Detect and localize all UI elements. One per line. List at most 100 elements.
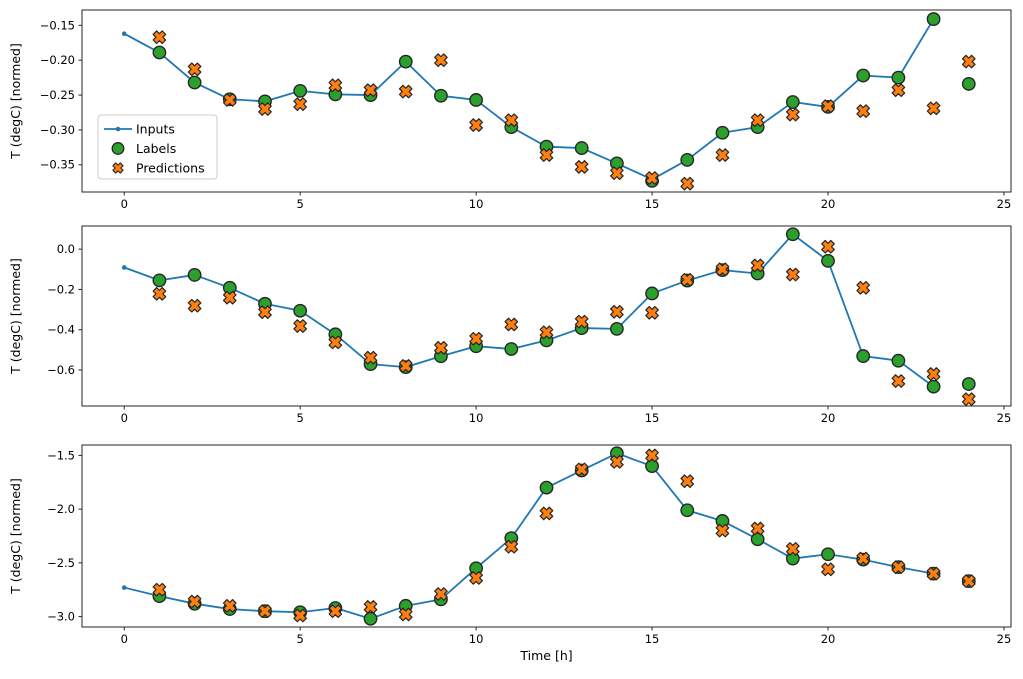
axes-spines bbox=[81, 9, 1012, 193]
prediction-marker bbox=[785, 542, 800, 556]
y-tick-label: −2.0 bbox=[47, 502, 75, 516]
legend-label: Labels bbox=[136, 141, 176, 156]
prediction-marker bbox=[152, 30, 167, 45]
y-axis: −1.5 −2.0 −2.5 −3.0 bbox=[47, 448, 82, 623]
prediction-marker bbox=[961, 574, 976, 588]
prediction-marker bbox=[469, 571, 483, 585]
prediction-marker bbox=[363, 83, 378, 98]
prediction-marker bbox=[293, 319, 308, 333]
y-tick-label: −0.15 bbox=[40, 18, 75, 32]
label-marker bbox=[926, 12, 941, 26]
y-tick-label: −0.4 bbox=[47, 323, 75, 337]
prediction-marker bbox=[610, 166, 624, 181]
prediction-marker bbox=[926, 101, 941, 116]
prediction-marker bbox=[187, 298, 202, 313]
prediction-marker bbox=[715, 148, 730, 162]
axes-spines bbox=[81, 225, 1012, 407]
prediction-marker bbox=[328, 335, 343, 350]
inputs-point bbox=[121, 265, 127, 270]
y-axis-label: T (degC) [normed] bbox=[8, 258, 23, 375]
label-marker bbox=[504, 342, 519, 356]
prediction-marker bbox=[398, 359, 413, 373]
label-marker bbox=[680, 503, 695, 518]
legend-line-dot-icon bbox=[115, 126, 121, 132]
prediction-marker bbox=[293, 608, 308, 623]
y-tick-label: −1.5 bbox=[47, 448, 75, 462]
label-marker bbox=[891, 70, 906, 85]
label-marker bbox=[363, 611, 378, 626]
prediction-marker bbox=[222, 93, 237, 107]
prediction-marker bbox=[821, 99, 835, 114]
labels-series bbox=[152, 12, 976, 188]
inputs-line bbox=[123, 18, 935, 181]
prediction-marker bbox=[539, 506, 554, 521]
predictions-series bbox=[152, 30, 976, 191]
x-tick-label: 5 bbox=[297, 632, 304, 646]
x-axis: 0 5 10 15 20 25 bbox=[121, 627, 1011, 646]
label-marker bbox=[293, 303, 308, 318]
legend-label: Inputs bbox=[136, 121, 175, 136]
label-marker bbox=[609, 321, 624, 336]
prediction-marker bbox=[715, 523, 730, 538]
x-tick-label: 10 bbox=[469, 197, 484, 211]
x-tick-label: 0 bbox=[121, 632, 128, 646]
x-tick-label: 15 bbox=[645, 411, 660, 425]
prediction-marker bbox=[680, 176, 695, 191]
label-marker bbox=[152, 45, 167, 60]
prediction-marker bbox=[258, 604, 272, 619]
label-marker bbox=[539, 480, 554, 495]
inputs-series bbox=[121, 16, 936, 182]
prediction-marker bbox=[258, 102, 272, 116]
prediction-marker bbox=[856, 280, 871, 295]
label-marker bbox=[961, 77, 976, 91]
prediction-marker bbox=[469, 118, 483, 132]
prediction-marker bbox=[328, 78, 343, 93]
subplot-3: 0 5 10 15 20 25 −1.5 −2.0 −2.5 −3.0 T (degC) [norm… bbox=[8, 444, 1012, 663]
label-marker bbox=[821, 253, 835, 268]
prediction-marker bbox=[785, 107, 800, 122]
y-axis: −0.15 −0.20 −0.25 −0.30 −0.35 bbox=[40, 18, 82, 172]
prediction-marker bbox=[891, 374, 906, 388]
prediction-marker bbox=[821, 239, 835, 254]
label-marker bbox=[680, 153, 695, 167]
prediction-marker bbox=[398, 84, 413, 99]
x-tick-label: 20 bbox=[821, 197, 836, 211]
labels-series bbox=[152, 227, 976, 394]
x-tick-label: 0 bbox=[121, 411, 128, 425]
y-tick-label: −0.2 bbox=[47, 282, 75, 296]
y-axis: 0.0 −0.2 −0.4 −0.6 bbox=[47, 242, 82, 377]
y-tick-label: −0.30 bbox=[40, 123, 75, 137]
label-marker bbox=[434, 88, 448, 103]
prediction-marker bbox=[574, 160, 589, 174]
prediction-marker bbox=[715, 262, 730, 277]
inputs-point bbox=[121, 585, 127, 590]
inputs-series bbox=[121, 450, 936, 622]
y-tick-label: −0.35 bbox=[40, 158, 75, 172]
x-tick-label: 25 bbox=[997, 411, 1012, 425]
prediction-marker bbox=[961, 392, 976, 407]
prediction-marker bbox=[222, 598, 237, 613]
x-tick-label: 10 bbox=[469, 411, 484, 425]
prediction-marker bbox=[504, 317, 519, 332]
x-axis-label: Time [h] bbox=[519, 648, 572, 663]
prediction-marker bbox=[926, 566, 941, 581]
y-tick-label: −0.25 bbox=[40, 88, 75, 102]
label-marker bbox=[785, 227, 800, 242]
prediction-marker bbox=[645, 305, 659, 320]
prediction-marker bbox=[398, 607, 413, 622]
x-tick-label: 5 bbox=[297, 197, 304, 211]
label-marker bbox=[856, 349, 871, 363]
prediction-marker bbox=[152, 286, 167, 301]
y-axis-label: T (degC) [normed] bbox=[8, 478, 23, 595]
label-marker bbox=[574, 141, 589, 155]
prediction-marker bbox=[434, 340, 448, 355]
label-marker bbox=[398, 54, 413, 69]
prediction-marker bbox=[750, 258, 765, 273]
prediction-marker bbox=[680, 474, 695, 489]
prediction-marker bbox=[961, 54, 976, 69]
label-marker bbox=[785, 95, 800, 109]
prediction-marker bbox=[504, 113, 519, 128]
x-tick-label: 15 bbox=[645, 197, 660, 211]
prediction-marker bbox=[750, 113, 765, 128]
